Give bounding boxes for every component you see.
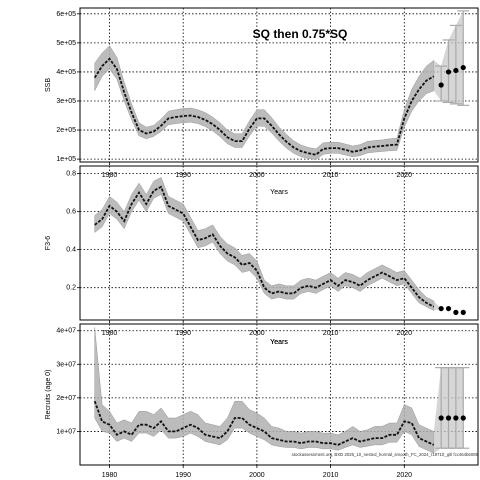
- recruits-xtick-label: 1980: [102, 472, 118, 479]
- ssb-ytick-label: 5e+05: [56, 40, 76, 47]
- fbar-xtick-label: 2010: [323, 330, 339, 337]
- recruits-xtick-label: 1990: [175, 472, 191, 479]
- ssb-xtick-label: 1980: [102, 172, 118, 179]
- ssb-frame: [79, 7, 479, 163]
- recruits-frame: [79, 323, 479, 466]
- ssb-confidence-band: [94, 45, 434, 160]
- recruits-ytick-label: 1e+07: [56, 428, 76, 435]
- fbar-ylabel: F3-6: [45, 236, 52, 251]
- recruits-confidence-band: [94, 327, 434, 454]
- ssb-ytick-label: 3e+05: [56, 98, 76, 105]
- fbar-estimate-line: [94, 185, 435, 308]
- recruits-estimate-line: [93, 400, 435, 446]
- recruits-ytick-label: 4e+07: [56, 328, 76, 335]
- ssb-ytick-label: 2e+05: [56, 127, 76, 134]
- ssb-xtick-label: 2020: [397, 172, 413, 179]
- recruits-grid: [80, 324, 478, 465]
- fbar-forecast-point: [445, 305, 452, 312]
- fbar-xtick-label: 1990: [175, 330, 191, 337]
- ssb-ylabel: SSB: [45, 78, 52, 92]
- fbar-plot-area: [94, 177, 464, 313]
- ssb-forecast-point: [460, 64, 466, 71]
- fbar-ytick-label: 0.4: [66, 247, 76, 254]
- recruits-xtick-label: 2020: [397, 472, 413, 479]
- ssb-ytick-label: 4e+05: [56, 69, 76, 76]
- recruits-forecast-point: [438, 415, 444, 421]
- ssb-xtick-label: 1990: [175, 172, 191, 179]
- recruits-xtick-label: 2000: [249, 472, 265, 479]
- fbar-forecast-point: [453, 309, 459, 315]
- ssb-xlabel: Years: [270, 189, 288, 196]
- fbar-grid: [80, 166, 478, 320]
- ssb-grid: [80, 8, 478, 162]
- figure-footnote: stockassessment.org, BXD 2026_10_nested_…: [292, 452, 479, 457]
- ssb-xtick-label: 2010: [323, 172, 339, 179]
- panel-fbar: 0.2 0.4 0.6 0.8 1980 1990 2000 2010 2020 F3-6 Year…: [45, 165, 479, 346]
- recruits-forecast-point: [460, 415, 466, 421]
- fbar-frame: [79, 165, 479, 321]
- fbar-confidence-band: [94, 177, 434, 311]
- panel-recruits: 1e+07 2e+07 3e+07 4e+07 1980 1990 2000 2010 2020…: [45, 323, 479, 479]
- fbar-ytick-label: 0.6: [66, 209, 76, 216]
- fbar-forecast-point: [438, 305, 444, 312]
- ssb-estimate-line: [93, 57, 435, 156]
- recruits-ylabel: Recruits (age 0): [45, 370, 52, 420]
- figure-title: SQ then 0.75*SQ: [253, 27, 348, 41]
- fbar-xlabel: Years: [270, 339, 288, 346]
- ssb-forecast-point: [445, 69, 452, 75]
- fbar-ytick-label: 0.2: [66, 285, 76, 292]
- ssb-ytick-label: 1e+05: [56, 156, 76, 163]
- ssb-forecast-point: [453, 67, 459, 74]
- fbar-xtick-label: 2020: [397, 330, 413, 337]
- recruits-xtick-label: 2010: [323, 472, 339, 479]
- panel-ssb: 1e+05 2e+05 3e+05 4e+05 5e+05 6e+05 1980 1990 20…: [45, 7, 479, 196]
- fbar-xtick-label: 1980: [102, 330, 118, 337]
- recruits-ytick-label: 2e+07: [56, 395, 76, 402]
- ssb-forecast-point: [438, 82, 444, 88]
- fbar-forecast-point: [460, 309, 466, 315]
- recruits-forecast-point: [445, 415, 452, 421]
- recruits-plot-area: [93, 327, 470, 454]
- recruits-xlabel: Years: [270, 339, 288, 346]
- recruits-forecast-point: [453, 415, 459, 421]
- recruits-ytick-label: 3e+07: [56, 361, 76, 368]
- ssb-ytick-label: 6e+05: [56, 11, 76, 18]
- panels: 1e+05 2e+05 3e+05 4e+05 5e+05 6e+05 1980 1990 20…: [45, 7, 479, 479]
- fbar-ytick-label: 0.8: [66, 171, 76, 178]
- ssb-xtick-label: 2000: [249, 172, 265, 179]
- fbar-xtick-label: 2000: [249, 330, 265, 337]
